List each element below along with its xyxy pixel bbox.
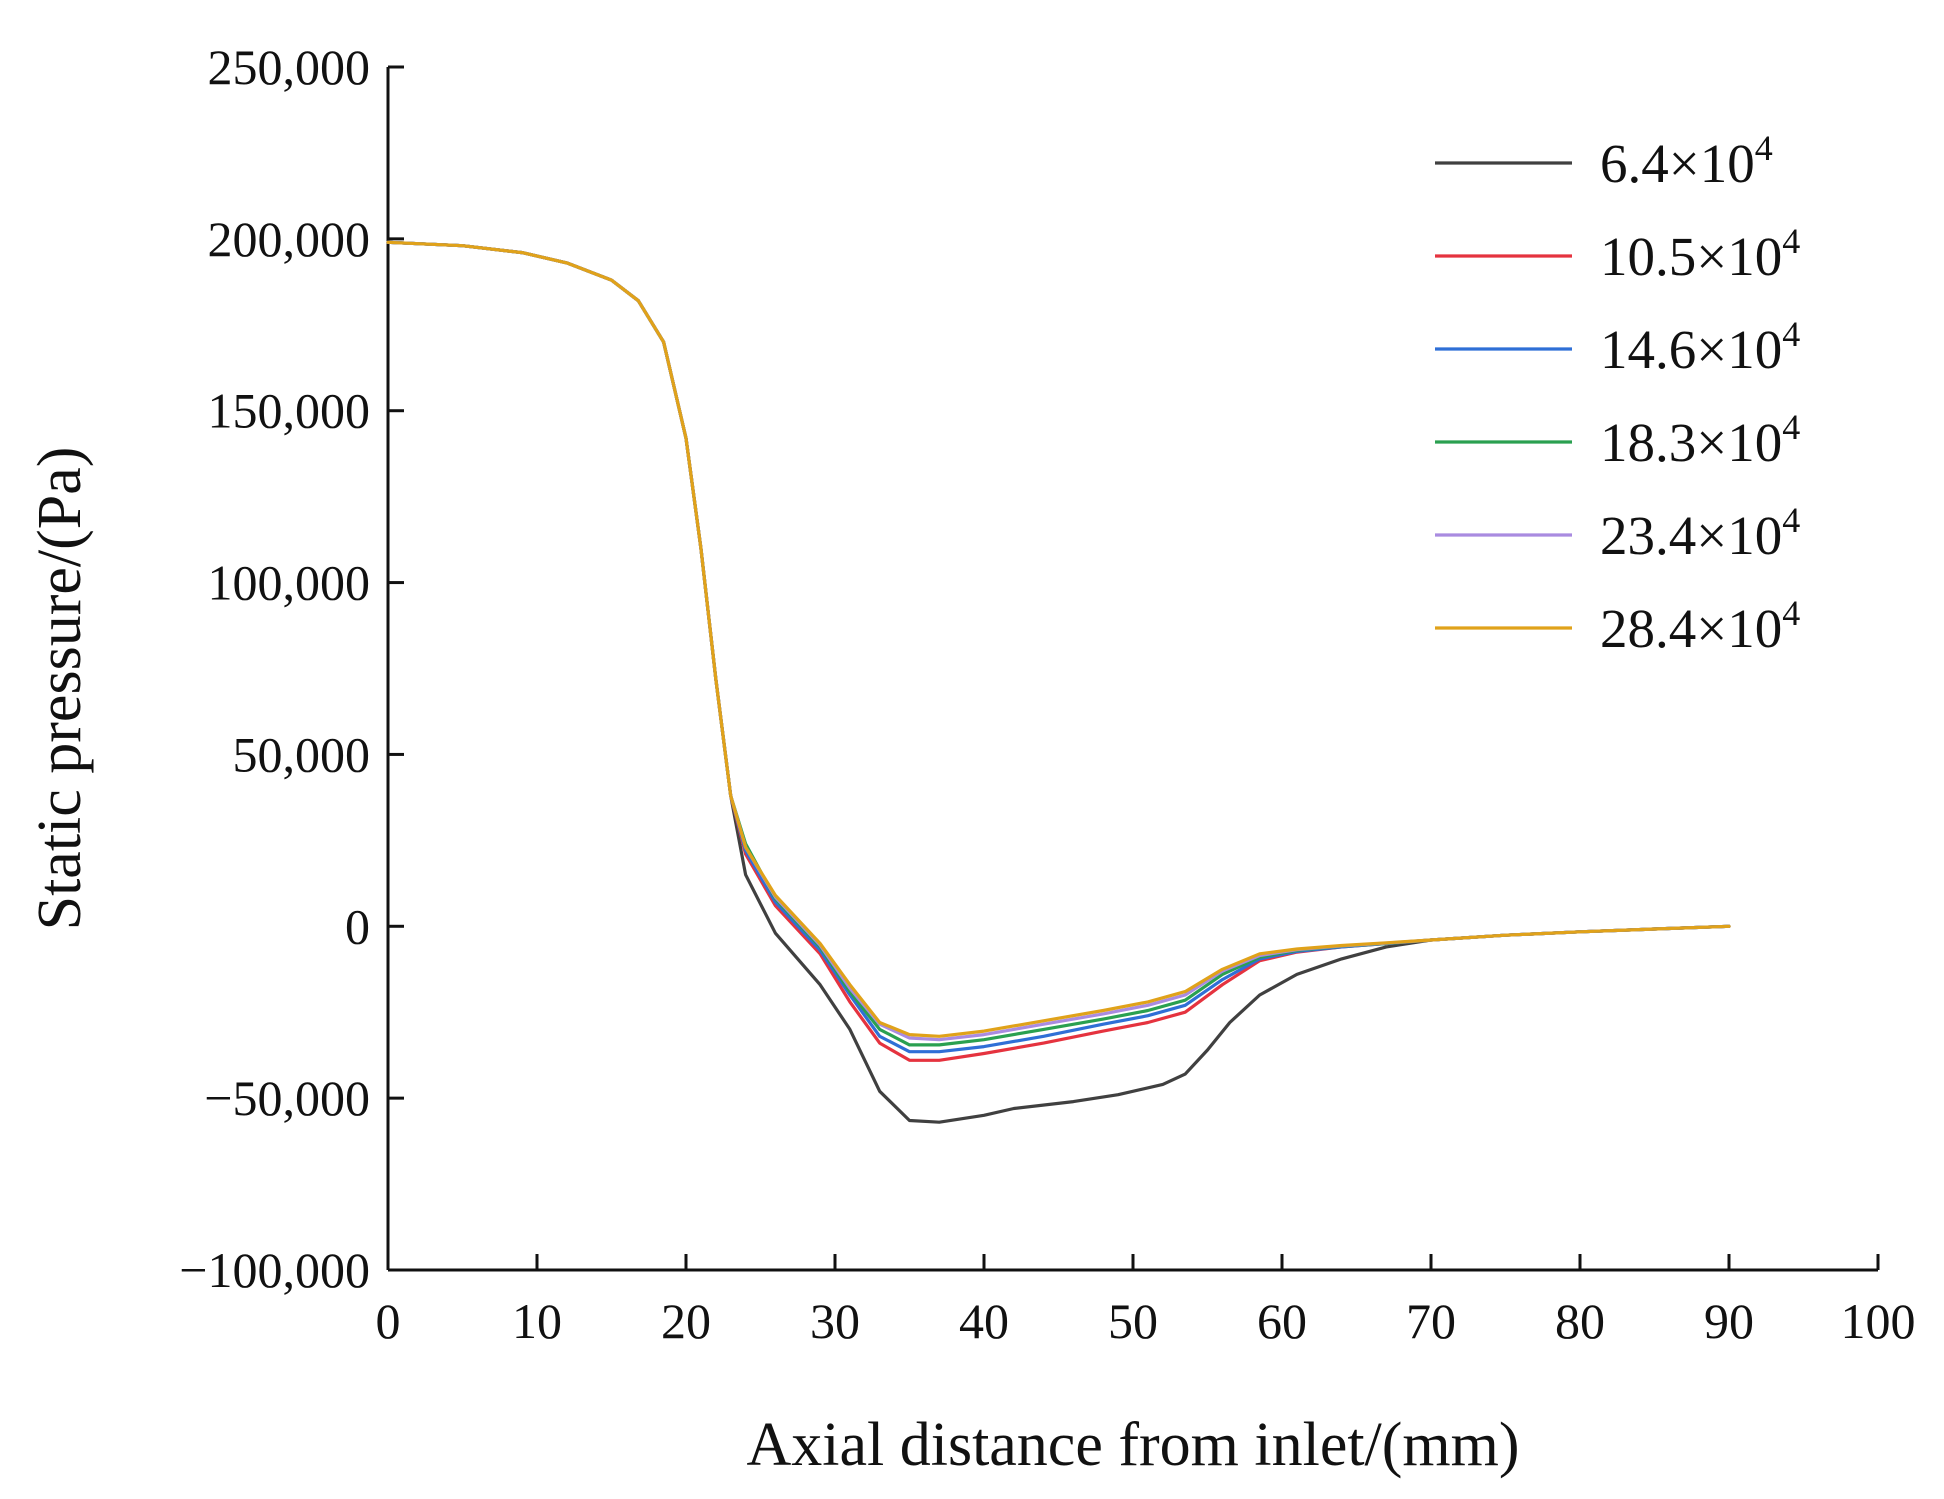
x-tick-label: 10 bbox=[512, 1293, 562, 1349]
y-tick-label: 150,000 bbox=[208, 383, 371, 439]
y-tick-label: 100,000 bbox=[208, 555, 371, 611]
legend-label-5: 23.4×104 bbox=[1600, 500, 1800, 566]
y-tick-label: 250,000 bbox=[208, 39, 371, 95]
y-axis-label: Static pressure/(Pa) bbox=[26, 447, 94, 931]
legend: 6.4×104 10.5×104 14.6×104 18.3×104 23.4×104 2… bbox=[1435, 128, 1800, 659]
legend-label-4: 18.3×104 bbox=[1600, 407, 1800, 473]
x-tick-label: 100 bbox=[1841, 1293, 1916, 1349]
x-tick-label: 30 bbox=[810, 1293, 860, 1349]
legend-label-6: 28.4×104 bbox=[1600, 593, 1800, 659]
legend-label-2: 10.5×104 bbox=[1600, 221, 1800, 287]
y-tick-label: 0 bbox=[345, 898, 370, 954]
x-tick-label: 50 bbox=[1108, 1293, 1158, 1349]
x-tick-label: 0 bbox=[376, 1293, 401, 1349]
y-tick-label: −100,000 bbox=[179, 1242, 370, 1298]
y-tick-label: −50,000 bbox=[204, 1070, 370, 1126]
x-tick-label: 80 bbox=[1555, 1293, 1605, 1349]
x-tick-label: 70 bbox=[1406, 1293, 1456, 1349]
axes: 0 10 20 30 40 50 60 70 80 90 100 −100,000 −50,000 0 50… bbox=[179, 39, 1915, 1349]
x-axis-label: Axial distance from inlet/(mm) bbox=[746, 1411, 1519, 1479]
series-group bbox=[386, 240, 1731, 1124]
x-tick-label: 90 bbox=[1704, 1293, 1754, 1349]
y-tick-label: 200,000 bbox=[208, 211, 371, 267]
x-tick-label: 20 bbox=[661, 1293, 711, 1349]
legend-label-3: 14.6×104 bbox=[1600, 314, 1800, 380]
y-tick-label: 50,000 bbox=[233, 726, 371, 782]
x-tick-label: 60 bbox=[1257, 1293, 1307, 1349]
series-line-6 bbox=[386, 240, 1731, 1038]
legend-label-1: 6.4×104 bbox=[1600, 128, 1773, 194]
x-tick-label: 40 bbox=[959, 1293, 1009, 1349]
